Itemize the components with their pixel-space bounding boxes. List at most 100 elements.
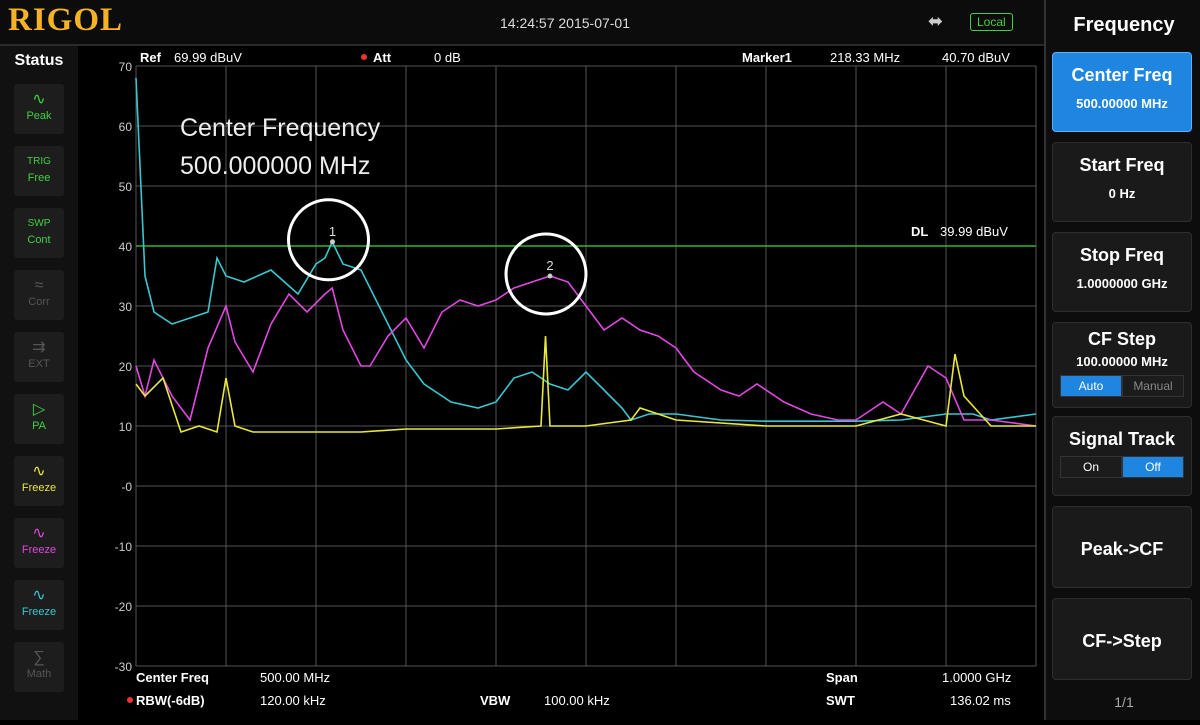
marker-point (329, 239, 335, 245)
display-line-label: DL (911, 224, 928, 239)
cf-to-step-button[interactable]: CF->Step (1052, 598, 1192, 680)
cf-step-button[interactable]: CF Step 100.00000 MHz Auto Manual (1052, 322, 1192, 408)
peak-to-cf-button[interactable]: Peak->CF (1052, 506, 1192, 588)
ref-label: Ref (140, 50, 162, 65)
marker-point (547, 273, 553, 279)
softkey-menu: Frequency Center Freq 500.00000 MHz Star… (1044, 0, 1200, 720)
center-freq-button[interactable]: Center Freq 500.00000 MHz (1052, 52, 1192, 132)
status-item-label: Freeze (21, 544, 57, 556)
att-label: Att (373, 50, 392, 65)
vbw-value: 100.00 kHz (544, 693, 610, 708)
status-sidebar: Status ∿ Peak TRIG Free SWP Cont ≈ Corr ⇉ EXT ▷ PA ∿… (0, 46, 80, 720)
status-freeze-8: ∿ Freeze (14, 580, 64, 630)
center-freq-overlay-title: Center Frequency (180, 114, 381, 142)
signal-track-on-toggle[interactable]: On (1060, 456, 1122, 478)
menu-title: Frequency (1073, 14, 1175, 36)
start-freq-button[interactable]: Start Freq 0 Hz (1052, 142, 1192, 222)
cf-step-button-value: 100.00000 MHz (1076, 354, 1168, 369)
status-item-label: Peak (26, 110, 52, 122)
status-ext-4: ⇉ EXT (14, 332, 64, 382)
preamp-icon: ▷ (32, 401, 46, 418)
corr-icon: ≈ (34, 277, 44, 294)
status-item-label: EXT (28, 358, 50, 370)
traces (135, 77, 1037, 434)
start-freq-button-label: Start Freq (1079, 155, 1165, 175)
status-item-label: Free (27, 172, 51, 184)
status-title: Status (14, 52, 64, 69)
swt-label: SWT (826, 693, 855, 708)
status-item-label: Math (26, 668, 52, 680)
center-freq-overlay-value: 500.000000 MHz (180, 152, 370, 180)
math-icon: ∑ (33, 649, 45, 666)
menu-page-indicator: 1/1 (1114, 694, 1134, 710)
cf-to-step-button-label: CF->Step (1082, 631, 1162, 651)
swt-value: 136.02 ms (950, 693, 1011, 708)
center-freq-label: Center Freq (136, 670, 209, 685)
span-value: 1.0000 GHz (942, 670, 1011, 685)
cf-step-button-label: CF Step (1087, 329, 1156, 349)
rbw-label: RBW(-6dB) (136, 693, 205, 708)
stop-freq-button[interactable]: Stop Freq 1.0000000 GHz (1052, 232, 1192, 312)
y-tick-label: -20 (115, 600, 133, 614)
local-badge[interactable]: Local (970, 13, 1013, 31)
trace-3 (135, 335, 1036, 434)
y-tick-label: -0 (121, 480, 132, 494)
y-tick-label: 30 (119, 300, 133, 314)
status-cont-2: SWP Cont (14, 208, 64, 258)
brand-logo: RIGOL (8, 2, 124, 38)
status-item-label: Cont (27, 234, 51, 246)
trace-freeze-icon: ∿ (32, 525, 46, 542)
trace-freeze-icon: ∿ (32, 463, 46, 480)
sweep-icon: SWP (27, 218, 51, 229)
usb-icon: ⬌︎ (928, 11, 944, 31)
signal-track-button-label: Signal Track (1068, 429, 1176, 449)
y-tick-label: 50 (119, 180, 133, 194)
trig-icon: TRIG (27, 156, 51, 167)
peak-to-cf-button-label: Peak->CF (1080, 539, 1164, 559)
y-tick-label: 10 (119, 420, 133, 434)
marker-highlight-ring (504, 232, 588, 316)
y-tick-label: -10 (115, 540, 133, 554)
att-value: 0 dB (434, 50, 461, 65)
trace-freeze-icon: ∿ (32, 587, 46, 604)
y-tick-label: 70 (119, 60, 133, 74)
center-freq-button-label: Center Freq (1071, 65, 1173, 85)
center-freq-button-value: 500.00000 MHz (1076, 96, 1168, 111)
y-tick-label: 40 (119, 240, 133, 254)
marker-number: 2 (546, 258, 553, 273)
signal-track-button[interactable]: Signal Track On Off (1052, 416, 1192, 496)
trace-1 (135, 77, 1037, 423)
y-axis-ticks: 70 60 50 40 30 20 10 -0 -10 -20 -30 (115, 60, 133, 674)
cf-step-auto-toggle[interactable]: Auto (1060, 375, 1122, 397)
status-item-label: PA (32, 420, 46, 432)
status-math-9: ∑ Math (14, 642, 64, 692)
marker1-label: Marker1 (742, 50, 792, 65)
status-item-label: Corr (28, 296, 50, 308)
signal-track-off-toggle[interactable]: Off (1122, 456, 1184, 478)
marker-number: 1 (329, 224, 336, 239)
top-bar: RIGOL 14:24:57 2015-07-01 ⬌︎ Local (0, 0, 1044, 46)
status-corr-3: ≈ Corr (14, 270, 64, 320)
trace-2 (135, 275, 1037, 427)
stop-freq-button-label: Stop Freq (1080, 245, 1164, 265)
stop-freq-button-value: 1.0000000 GHz (1076, 276, 1168, 291)
marker-highlight-ring (286, 198, 370, 282)
y-tick-label: 60 (119, 120, 133, 134)
markers[interactable]: 12 (286, 198, 588, 316)
y-tick-label: 20 (119, 360, 133, 374)
center-freq-value: 500.00 MHz (260, 670, 330, 685)
att-indicator-icon (361, 54, 367, 60)
start-freq-button-value: 0 Hz (1108, 186, 1136, 201)
y-tick-label: -30 (115, 660, 133, 674)
status-item-label: Freeze (21, 482, 57, 494)
ref-value: 69.99 dBuV (174, 50, 242, 65)
status-freeze-6: ∿ Freeze (14, 456, 64, 506)
cf-step-manual-toggle[interactable]: Manual (1122, 375, 1184, 397)
ext-icon: ⇉ (32, 339, 46, 356)
vbw-label: VBW (480, 693, 511, 708)
status-item-label: Freeze (21, 606, 57, 618)
datetime: 14:24:57 2015-07-01 (500, 15, 630, 31)
peak-trace-icon: ∿ (32, 91, 46, 108)
